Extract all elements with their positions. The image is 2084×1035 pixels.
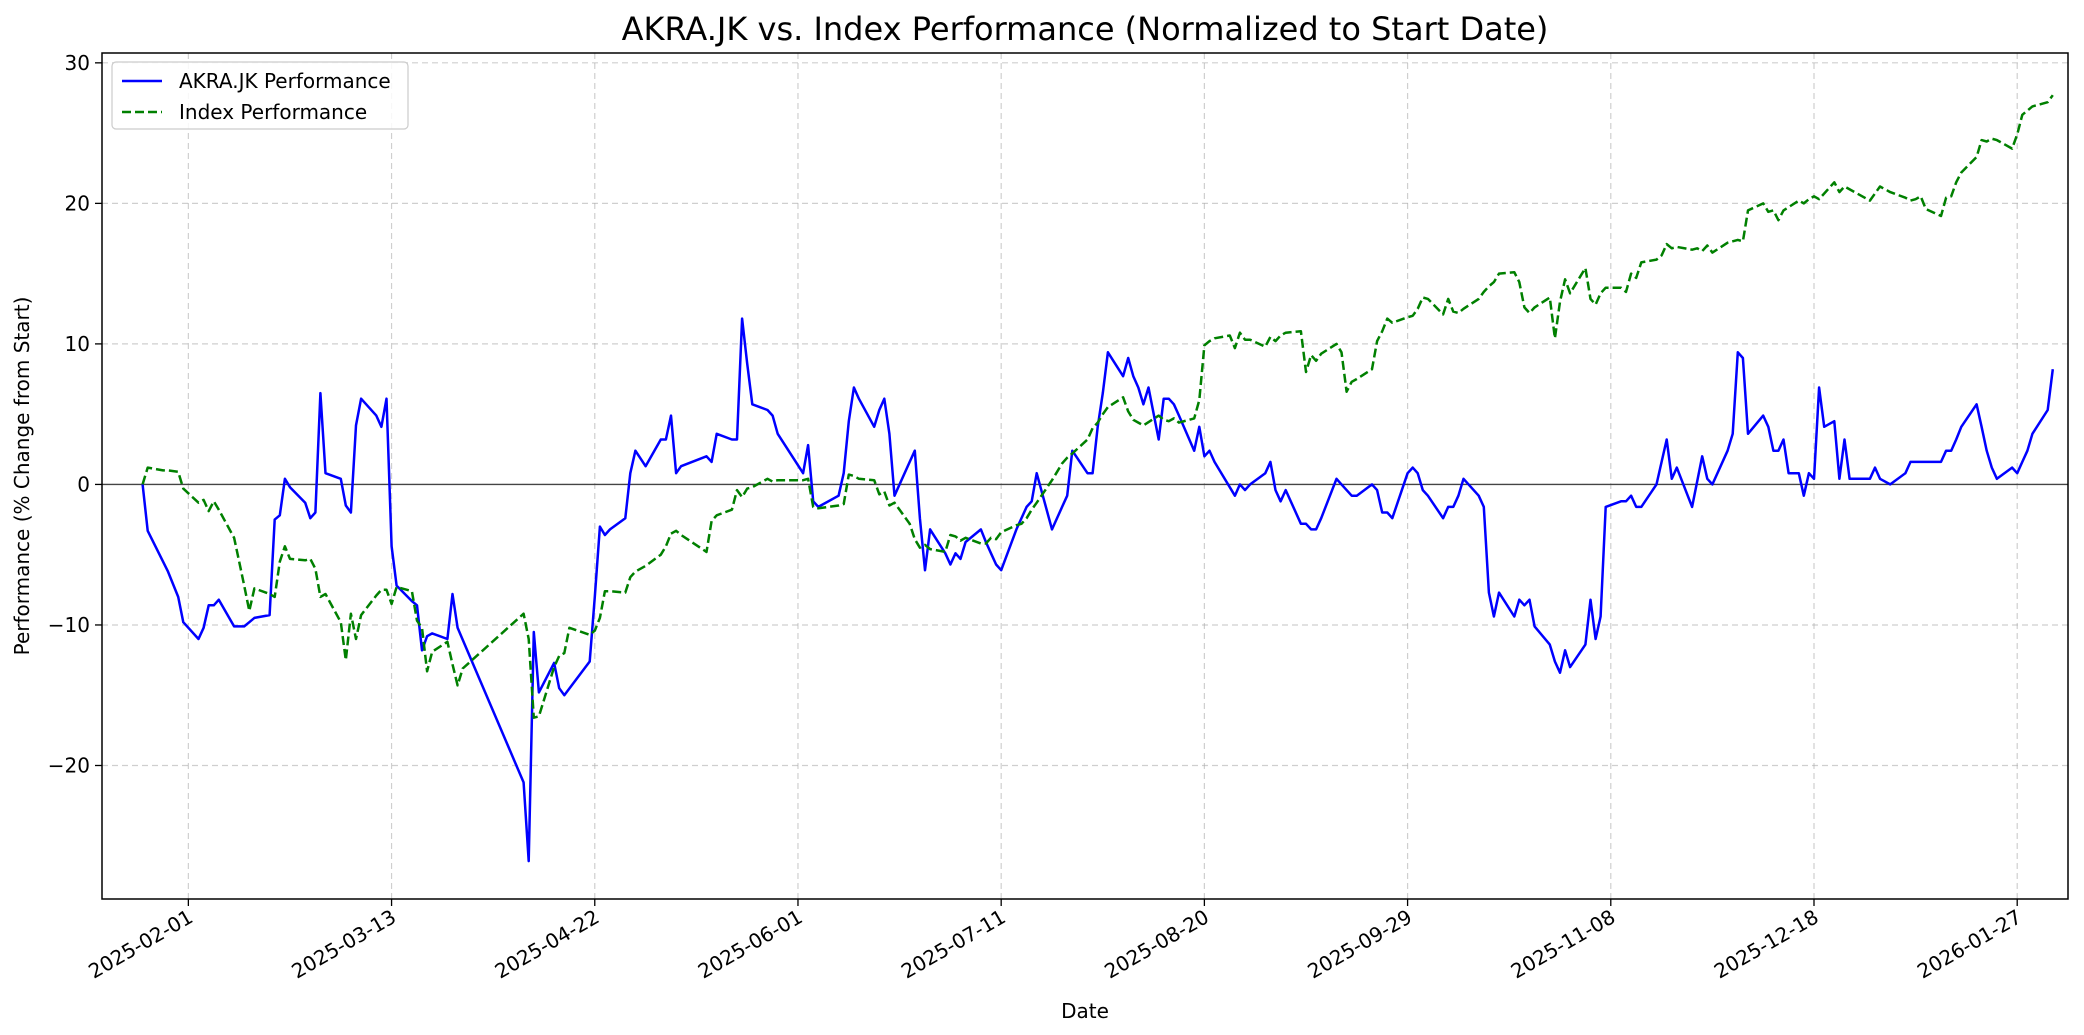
series-line-index [141,94,2054,719]
legend-label-index: Index Performance [179,100,367,124]
x-tick-label: 2025-03-13 [287,905,400,984]
y-axis-label: Performance (% Change from Start) [10,297,34,656]
y-tick-label: −20 [48,753,90,777]
legend-label-akra: AKRA.JK Performance [179,69,391,93]
x-tick-label: 2025-08-20 [1100,905,1213,984]
x-axis: 2025-02-01 2025-03-13 2025-04-22 2025-06-01… [84,899,2026,984]
x-tick-label: 2025-02-01 [84,905,197,984]
y-tick-label: −10 [48,613,90,637]
y-axis: −20 −10 0 10 20 30 [48,51,102,777]
series-line-akra [141,317,2055,863]
x-tick-label: 2025-04-22 [491,905,604,984]
series-layer [141,94,2055,863]
x-tick-label: 2025-09-29 [1303,905,1416,984]
x-tick-label: 2026-01-27 [1913,905,2026,984]
legend: AKRA.JK Performance Index Performance [111,61,409,130]
x-tick-label: 2025-06-01 [694,905,807,984]
y-tick-label: 0 [77,472,90,496]
y-tick-label: 10 [65,332,90,356]
legend-box [111,61,409,130]
x-tick-label: 2025-07-11 [897,905,1010,984]
chart-title: AKRA.JK vs. Index Performance (Normalize… [622,10,1549,48]
x-axis-label: Date [1061,999,1109,1023]
plot-frame [101,52,2069,900]
grid [102,53,2068,899]
y-tick-label: 30 [65,51,90,75]
x-tick-label: 2025-12-18 [1710,905,1823,984]
x-tick-label: 2025-11-08 [1507,905,1620,984]
y-tick-label: 20 [65,191,90,215]
